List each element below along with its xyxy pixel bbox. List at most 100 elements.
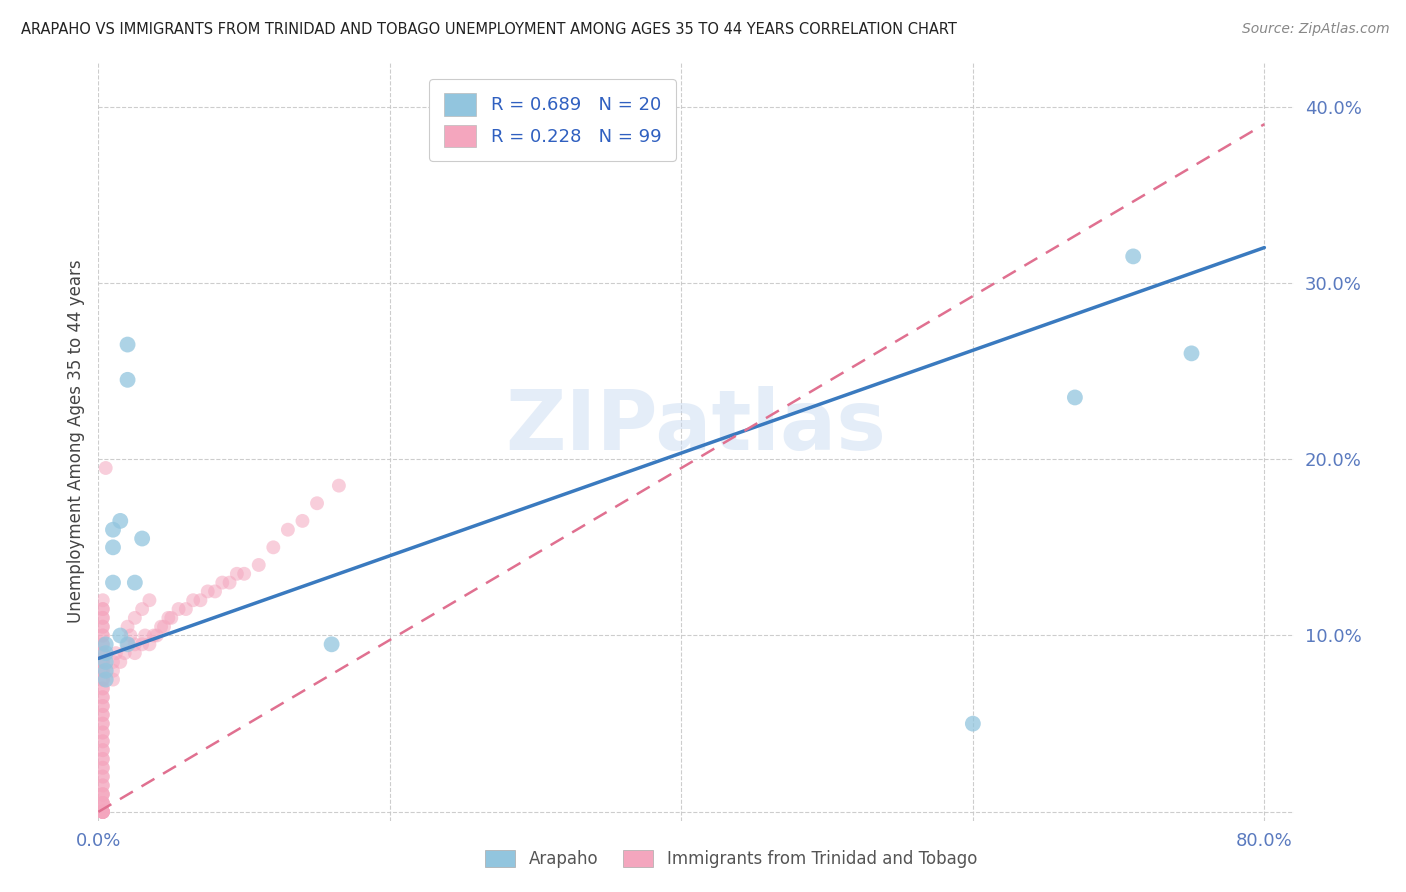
Point xyxy=(91,602,114,616)
Point xyxy=(91,628,114,642)
Point xyxy=(110,655,132,669)
Point xyxy=(110,514,132,528)
Point xyxy=(124,646,146,660)
Point xyxy=(91,593,114,607)
Point xyxy=(117,620,139,634)
Point xyxy=(305,496,328,510)
Point xyxy=(91,805,114,819)
Point xyxy=(94,664,117,678)
Point xyxy=(114,646,136,660)
Point xyxy=(262,541,284,555)
Point xyxy=(124,575,146,590)
Point xyxy=(218,575,240,590)
Point xyxy=(117,337,139,351)
Point xyxy=(138,593,160,607)
Point xyxy=(91,646,114,660)
Point xyxy=(91,796,114,810)
Point xyxy=(101,655,124,669)
Point xyxy=(91,743,114,757)
Point xyxy=(157,611,180,625)
Point xyxy=(91,716,114,731)
Point xyxy=(120,628,142,642)
Point xyxy=(91,778,114,792)
Point xyxy=(91,752,114,766)
Point xyxy=(174,602,197,616)
Point xyxy=(117,373,139,387)
Point xyxy=(138,637,160,651)
Legend: R = 0.689   N = 20, R = 0.228   N = 99: R = 0.689 N = 20, R = 0.228 N = 99 xyxy=(429,79,676,161)
Point xyxy=(91,770,114,784)
Point xyxy=(117,637,139,651)
Point xyxy=(91,761,114,775)
Point xyxy=(101,541,124,555)
Point xyxy=(91,752,114,766)
Point xyxy=(91,796,114,810)
Point xyxy=(321,637,343,651)
Point xyxy=(101,523,124,537)
Point xyxy=(101,673,124,687)
Point xyxy=(91,655,114,669)
Point xyxy=(104,646,127,660)
Point xyxy=(91,805,114,819)
Point xyxy=(1180,346,1202,360)
Point xyxy=(91,620,114,634)
Point xyxy=(233,566,256,581)
Point xyxy=(291,514,314,528)
Point xyxy=(91,646,114,660)
Point xyxy=(91,805,114,819)
Point xyxy=(94,655,117,669)
Text: ARAPAHO VS IMMIGRANTS FROM TRINIDAD AND TOBAGO UNEMPLOYMENT AMONG AGES 35 TO 44 : ARAPAHO VS IMMIGRANTS FROM TRINIDAD AND … xyxy=(21,22,957,37)
Point xyxy=(91,628,114,642)
Point xyxy=(1064,391,1087,405)
Point xyxy=(101,664,124,678)
Point xyxy=(91,743,114,757)
Point xyxy=(94,637,117,651)
Point xyxy=(94,646,117,660)
Point xyxy=(91,725,114,739)
Point xyxy=(160,611,183,625)
Point xyxy=(94,461,117,475)
Point xyxy=(91,805,114,819)
Text: Source: ZipAtlas.com: Source: ZipAtlas.com xyxy=(1241,22,1389,37)
Point xyxy=(150,620,173,634)
Point xyxy=(91,699,114,714)
Point xyxy=(328,478,350,492)
Point xyxy=(91,602,114,616)
Point xyxy=(91,673,114,687)
Point xyxy=(142,628,165,642)
Point xyxy=(91,805,114,819)
Point xyxy=(124,611,146,625)
Point xyxy=(91,734,114,748)
Point xyxy=(277,523,299,537)
Point xyxy=(91,805,114,819)
Point xyxy=(131,532,153,546)
Point xyxy=(91,681,114,696)
Point xyxy=(204,584,226,599)
Point xyxy=(962,716,984,731)
Point xyxy=(91,699,114,714)
Point xyxy=(91,637,114,651)
Point xyxy=(91,655,114,669)
Point xyxy=(91,611,114,625)
Point xyxy=(91,690,114,705)
Point xyxy=(91,761,114,775)
Point xyxy=(247,558,270,572)
Y-axis label: Unemployment Among Ages 35 to 44 years: Unemployment Among Ages 35 to 44 years xyxy=(66,260,84,624)
Point xyxy=(91,734,114,748)
Point xyxy=(91,707,114,722)
Point xyxy=(181,593,204,607)
Point xyxy=(91,673,114,687)
Point xyxy=(167,602,190,616)
Point xyxy=(94,673,117,687)
Point xyxy=(91,725,114,739)
Point xyxy=(91,787,114,801)
Point xyxy=(91,681,114,696)
Point xyxy=(91,796,114,810)
Point xyxy=(91,787,114,801)
Point xyxy=(91,770,114,784)
Point xyxy=(225,566,247,581)
Point xyxy=(117,637,139,651)
Text: ZIPatlas: ZIPatlas xyxy=(506,386,886,467)
Point xyxy=(91,787,114,801)
Point xyxy=(91,637,114,651)
